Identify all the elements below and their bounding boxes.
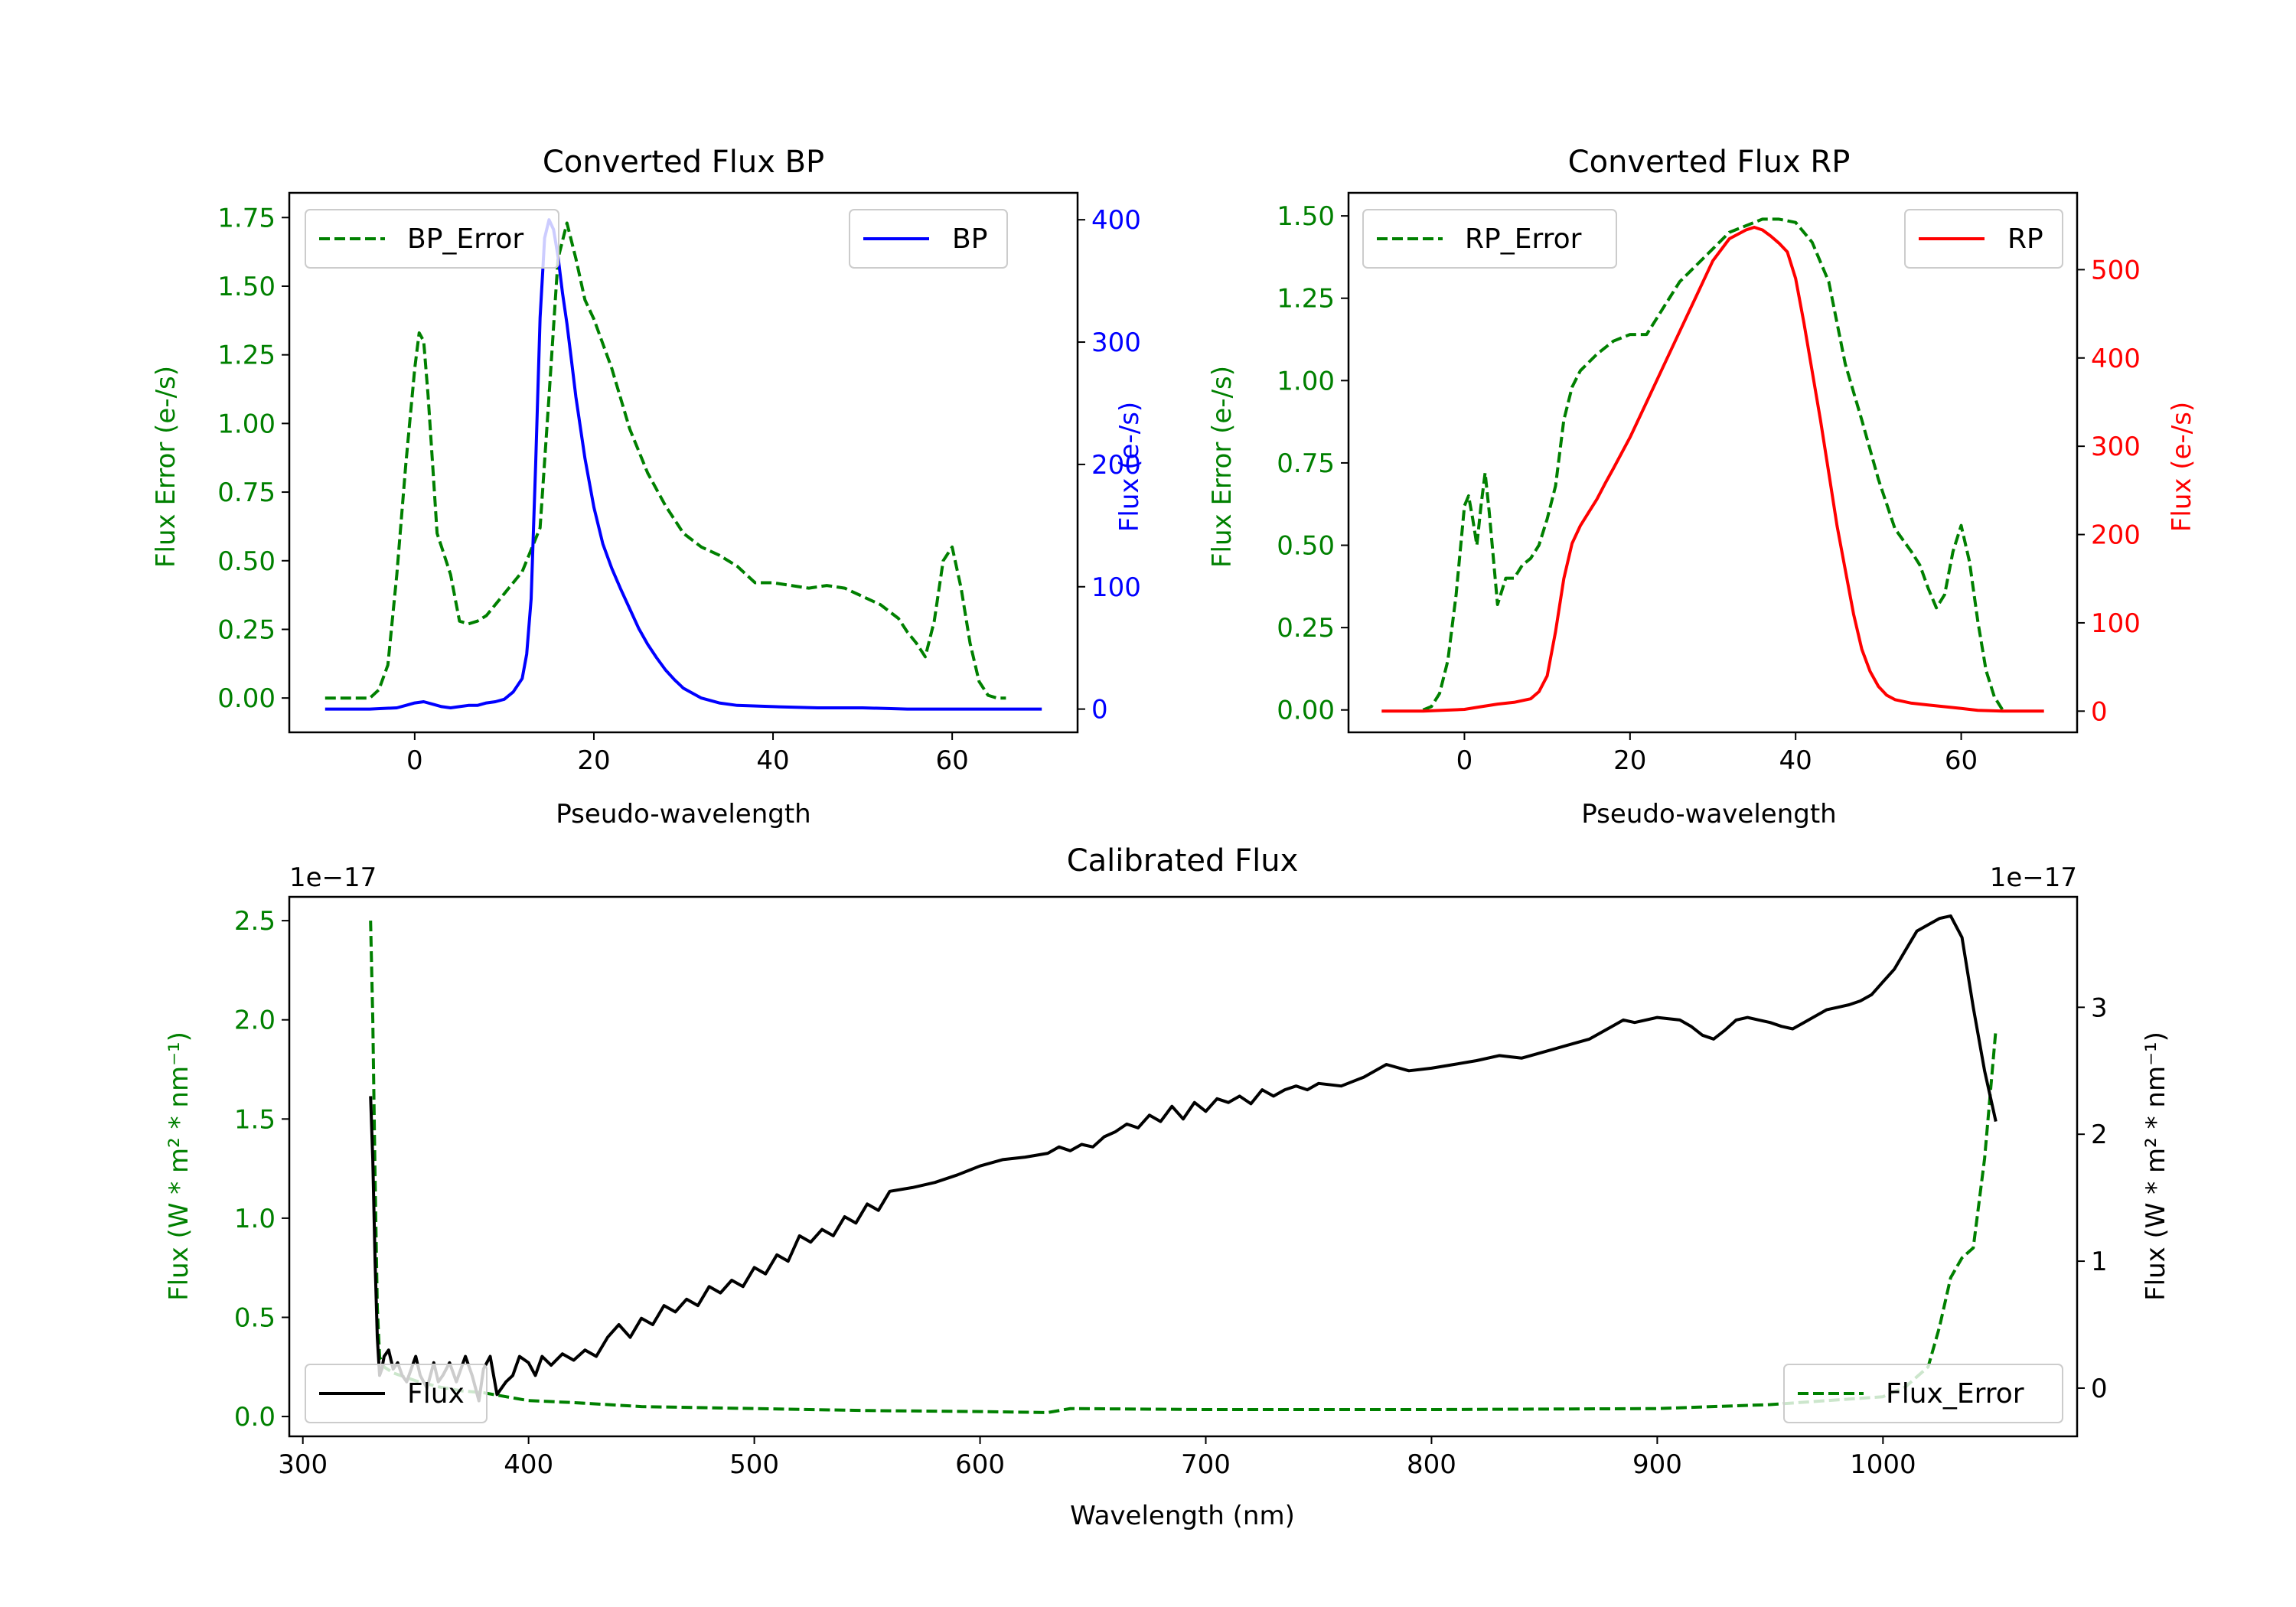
rp-legend-left-box — [1362, 209, 1617, 269]
calibrated-y-tick-label-left: 2.5 — [234, 906, 276, 937]
calibrated-y-tick-label-left: 1.5 — [234, 1104, 276, 1135]
rp-marks: 0 20 40 60 0.00 0.25 0.50 0.75 1.00 1.25 1.50 0 100 2… — [1277, 201, 2141, 776]
bp-marks: 0 20 40 60 0.00 0.25 0.50 0.75 1.00 1.25 1.50 1.75 0… — [217, 203, 1141, 776]
calibrated-y-tick-label-left: 1.0 — [234, 1204, 276, 1234]
calibrated-y-tick-label-right: 3 — [2091, 993, 2108, 1023]
calibrated-legend-right: Flux_Error — [1783, 1364, 2063, 1423]
calibrated-y-tick-label-right: 1 — [2091, 1247, 2108, 1277]
calibrated-y-label-right: Flux (W * m² * nm⁻¹) — [2141, 1032, 2171, 1301]
bp-x-tick-label: 20 — [577, 745, 610, 776]
rp-axes-frame — [1347, 191, 2079, 734]
bp-y-tick-label-left: 1.00 — [217, 409, 276, 439]
rp-y-tick-label-left: 1.50 — [1277, 201, 1335, 232]
rp-x-label: Pseudo-wavelength — [1581, 799, 1836, 830]
calibrated-x-tick-label: 900 — [1632, 1449, 1682, 1480]
calibrated-x-tick-label: 300 — [278, 1449, 328, 1480]
calibrated-x-tick-label: 600 — [955, 1449, 1005, 1480]
bp-y-tick-label-right: 200 — [1091, 450, 1141, 481]
rp-y-tick-label-right: 200 — [2091, 520, 2141, 551]
calibrated-legend-left: Flux — [305, 1364, 488, 1423]
rp-y-tick-label-left: 0.75 — [1277, 448, 1335, 479]
rp-y-tick-label-right: 400 — [2091, 344, 2141, 374]
rp-x-tick-label: 20 — [1613, 745, 1646, 776]
rp-y-label-right: Flux (e-/s) — [2167, 402, 2197, 532]
rp-x-tick-label: 0 — [1456, 745, 1473, 776]
rp-y-tick-label-right: 500 — [2091, 255, 2141, 285]
bp-axes-frame — [288, 191, 1079, 734]
rp-title: Converted Flux RP — [1568, 145, 1851, 180]
rp-series-rp-error — [1422, 217, 2004, 712]
bp-y-tick-label-left: 1.50 — [217, 272, 276, 302]
calibrated-x-tick-label: 1000 — [1850, 1449, 1916, 1480]
rp-legend-right: RP — [1904, 209, 2063, 269]
rp-series-rp — [1381, 226, 2044, 713]
rp-legend-left: RP_Error — [1362, 209, 1617, 269]
calibrated-offset-right: 1e−17 — [1990, 862, 2077, 893]
rp-legend-left-label: RP_Error — [1465, 223, 1582, 255]
calibrated-legend-left-box — [305, 1364, 488, 1423]
calibrated-legend-right-box — [1783, 1364, 2063, 1423]
calibrated-x-tick-label: 400 — [504, 1449, 553, 1480]
bp-y-tick-label-left: 1.25 — [217, 341, 276, 371]
calibrated-legend-left-label: Flux — [407, 1378, 465, 1410]
bp-y-tick-label-left: 0.25 — [217, 614, 276, 645]
rp-x-tick-label: 40 — [1779, 745, 1812, 776]
calibrated-marks: 300 400 500 600 700 800 900 1000 0.0 0.5 1.0 1.5 2.0… — [234, 906, 2108, 1480]
bp-x-tick-label: 60 — [936, 745, 969, 776]
bp-series-bp-error — [325, 221, 1006, 700]
rp-y-tick-label-right: 100 — [2091, 608, 2141, 639]
bp-series-bp — [325, 218, 1042, 711]
rp-y-tick-label-left: 0.00 — [1277, 696, 1335, 726]
bp-legend-left-label: BP_Error — [407, 223, 523, 255]
bp-legend-right: BP — [849, 209, 1008, 269]
bp-x-tick-label: 40 — [756, 745, 789, 776]
bp-title: Converted Flux BP — [543, 145, 824, 180]
bp-y-tick-label-left: 0.00 — [217, 683, 276, 714]
rp-panel: Converted Flux RP Pseudo-wavelength Flux… — [1207, 145, 2197, 830]
bp-y-tick-label-right: 100 — [1091, 572, 1141, 603]
calibrated-y-tick-label-left: 0.5 — [234, 1302, 276, 1333]
calibrated-x-tick-label: 800 — [1407, 1449, 1456, 1480]
calibrated-legend-right-label: Flux_Error — [1886, 1378, 2024, 1410]
bp-x-label: Pseudo-wavelength — [556, 799, 810, 830]
calibrated-y-tick-label-left: 2.0 — [234, 1006, 276, 1036]
calibrated-y-tick-label-right: 0 — [2091, 1374, 2108, 1404]
calibrated-x-tick-label: 700 — [1181, 1449, 1231, 1480]
calibrated-y-tick-label-right: 2 — [2091, 1120, 2108, 1150]
bp-y-tick-label-right: 300 — [1091, 328, 1141, 358]
calibrated-panel: Calibrated Flux Wavelength (nm) 1e−17 1e… — [164, 843, 2171, 1531]
calibrated-x-label: Wavelength (nm) — [1070, 1501, 1295, 1531]
rp-x-tick-label: 60 — [1945, 745, 1978, 776]
calibrated-offset-left: 1e−17 — [289, 862, 377, 893]
bp-legend-left-box — [305, 209, 559, 269]
calibrated-title: Calibrated Flux — [1067, 843, 1299, 878]
bp-legend-left: BP_Error — [305, 209, 559, 269]
bp-y-label-left: Flux Error (e-/s) — [151, 366, 181, 568]
rp-y-tick-label-left: 1.00 — [1277, 366, 1335, 396]
bp-y-tick-label-right: 400 — [1091, 205, 1141, 236]
bp-legend-right-label: BP — [952, 223, 987, 255]
calibrated-y-tick-label-left: 0.0 — [234, 1402, 276, 1433]
calibrated-axes-frame — [288, 895, 2079, 1438]
rp-y-tick-label-left: 0.50 — [1277, 531, 1335, 562]
rp-y-label-left: Flux Error (e-/s) — [1207, 366, 1238, 568]
calibrated-y-label-left: Flux (W * m² * nm⁻¹) — [164, 1032, 194, 1301]
bp-panel: Converted Flux BP Pseudo-wavelength Flux… — [151, 145, 1145, 830]
bp-y-label-right: Flux (e-/s) — [1114, 402, 1145, 532]
calibrated-x-tick-label: 500 — [729, 1449, 779, 1480]
bp-y-tick-label-right: 0 — [1091, 695, 1108, 725]
bp-y-tick-label-left: 1.75 — [217, 203, 276, 233]
rp-y-tick-label-right: 300 — [2091, 432, 2141, 462]
bp-x-tick-label: 0 — [406, 745, 423, 776]
rp-y-tick-label-right: 0 — [2091, 696, 2108, 727]
rp-y-tick-label-left: 1.25 — [1277, 284, 1335, 315]
rp-legend-right-label: RP — [2007, 223, 2043, 255]
bp-y-tick-label-left: 0.75 — [217, 478, 276, 508]
rp-y-tick-label-left: 0.25 — [1277, 613, 1335, 644]
bp-y-tick-label-left: 0.50 — [217, 546, 276, 577]
